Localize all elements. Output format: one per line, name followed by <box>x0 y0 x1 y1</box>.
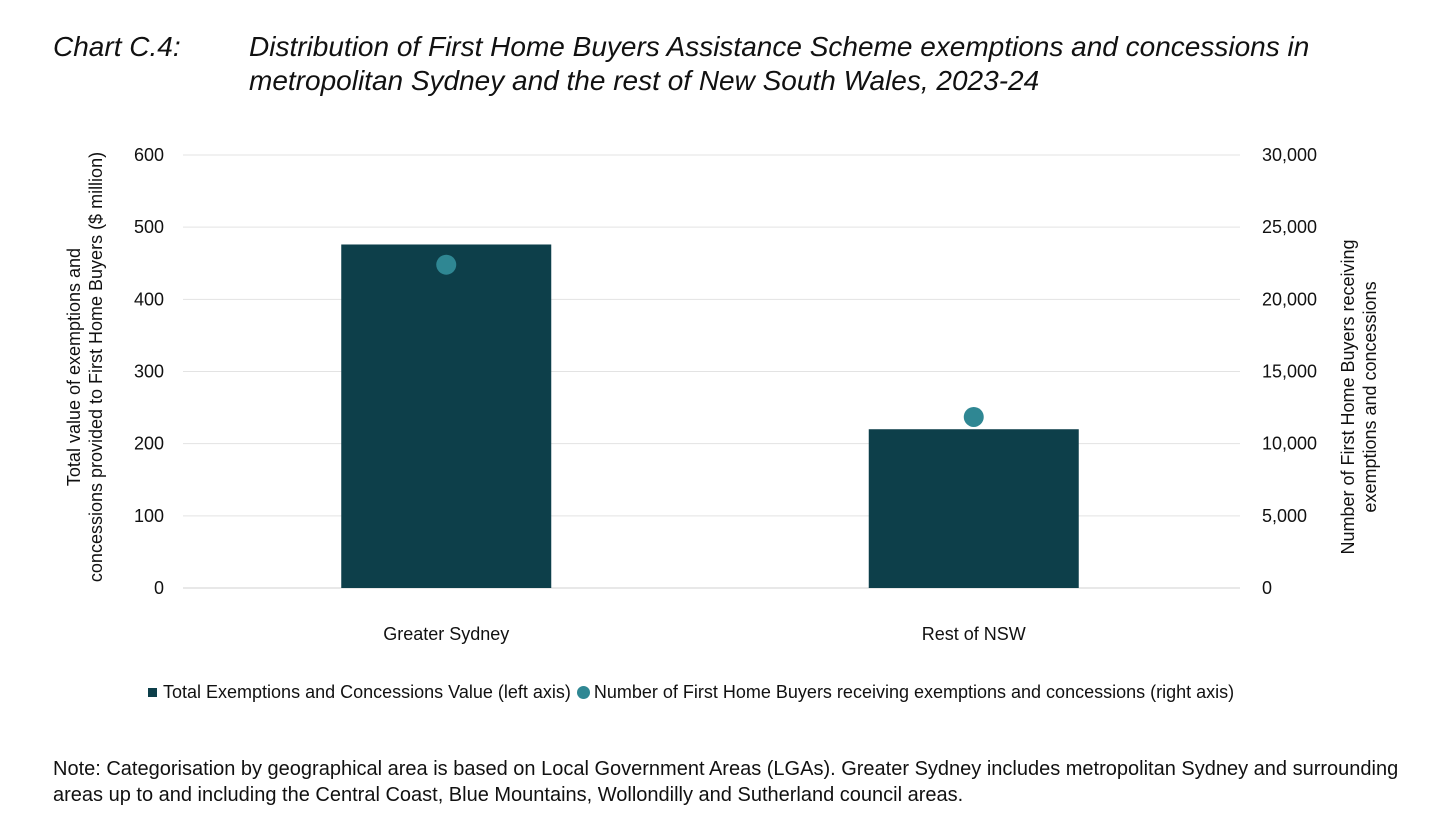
y-tick-label: 0 <box>154 578 164 598</box>
y2-tick-label: 15,000 <box>1262 362 1317 382</box>
y-tick-label: 600 <box>134 145 164 165</box>
legend-label-value: Total Exemptions and Concessions Value (… <box>163 682 571 702</box>
x-tick-label: Greater Sydney <box>383 624 509 644</box>
y2-axis-title: Number of First Home Buyers receiving exe… <box>1338 239 1380 554</box>
legend-item-count: Number of First Home Buyers receiving ex… <box>576 680 1235 704</box>
y-tick-label: 500 <box>134 217 164 237</box>
legend-swatch-dot <box>576 685 590 699</box>
y2-tick-label: 25,000 <box>1262 217 1317 237</box>
x-tick-label: Rest of NSW <box>922 624 1026 644</box>
chart-legend: Total Exemptions and Concessions Value (… <box>148 680 1240 704</box>
data-point <box>963 406 984 427</box>
y2-tick-label: 0 <box>1262 578 1272 598</box>
y-axis-title: Total value of exemptions and concessions… <box>64 152 106 582</box>
y2-tick-label: 30,000 <box>1262 145 1317 165</box>
legend-item-value: Total Exemptions and Concessions Value (… <box>148 680 571 704</box>
legend-swatch-bar <box>148 687 157 697</box>
bar <box>868 429 1079 588</box>
y-tick-label: 400 <box>134 289 164 309</box>
bar <box>341 244 552 588</box>
y2-tick-label: 20,000 <box>1262 289 1317 309</box>
y-tick-label: 100 <box>134 506 164 526</box>
y-tick-label: 200 <box>134 434 164 454</box>
chart-note: Note: Categorisation by geographical are… <box>53 758 1399 806</box>
y2-tick-label: 10,000 <box>1262 434 1317 454</box>
data-point <box>436 254 457 275</box>
chart-title: Distribution of First Home Buyers Assist… <box>249 31 1310 96</box>
y-tick-label: 300 <box>134 362 164 382</box>
y2-tick-label: 5,000 <box>1262 506 1307 526</box>
chart-number-label: Chart C.4: <box>53 31 181 62</box>
legend-label-count: Number of First Home Buyers receiving ex… <box>593 682 1235 702</box>
